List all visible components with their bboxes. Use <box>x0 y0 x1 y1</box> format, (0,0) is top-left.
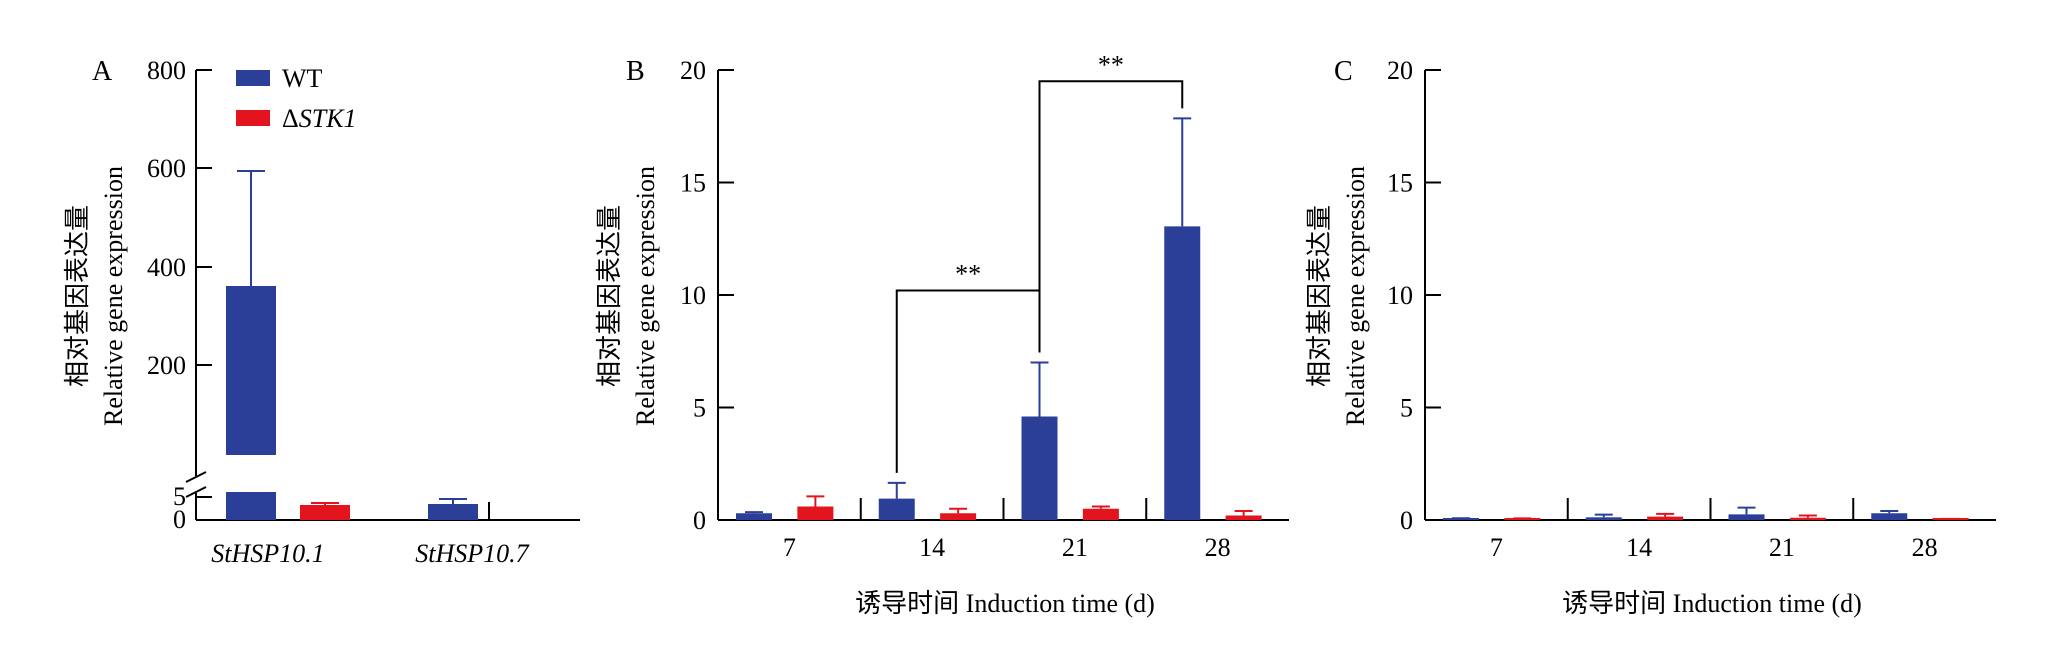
panel-a-y-tick-label: 800 <box>147 56 186 85</box>
legend: WT ΔSTK1 <box>236 64 357 133</box>
panel-c-bar-wt <box>1871 513 1908 520</box>
legend-swatch-stk1 <box>236 110 270 126</box>
panel-a-break-mark-1 <box>185 471 207 483</box>
panel-c-label: C <box>1334 56 1353 87</box>
legend-label-wt: WT <box>282 64 323 93</box>
panel-a-y-label-en: Relative gene expression <box>99 166 128 426</box>
panel-b-bar-wt <box>1021 416 1058 520</box>
panel-b-label: B <box>626 56 645 87</box>
panel-b-x-label: 诱导时间 Induction time (d) <box>855 589 1155 618</box>
panel-a-label: A <box>92 56 113 87</box>
panel-c-bar-wt <box>1728 514 1765 520</box>
legend-label-stk1: ΔSTK1 <box>282 104 357 133</box>
panel-c-y-tick-label: 10 <box>1387 281 1413 310</box>
panel-b-significance-label: ** <box>1098 50 1124 79</box>
panel-a-y-tick-label: 0 <box>173 505 186 534</box>
panel-a-y-tick-label: 5 <box>173 482 186 511</box>
panel-b-bar-stk1 <box>797 506 834 520</box>
panel-c: C 相对基因表达量 Relative gene expression 0 5 10 1… <box>1305 56 1996 618</box>
panel-b-y-tick-label: 5 <box>693 394 706 423</box>
panel-b-bar-stk1 <box>940 513 977 520</box>
panel-b-y-label-cn: 相对基因表达量 <box>595 205 624 387</box>
panel-a-y-tick-label: 600 <box>147 154 186 183</box>
panel-a-y-label-cn: 相对基因表达量 <box>63 205 92 387</box>
panel-b: B 相对基因表达量 Relative gene expression 0 5 10 1… <box>595 50 1289 618</box>
panel-c-x-tick-label: 14 <box>1626 533 1652 562</box>
panel-b-plot: 0 5 10 15 20 7 14 21 28 ** ** <box>680 50 1289 562</box>
panel-b-bar-wt <box>878 498 915 520</box>
panel-c-y-label-cn: 相对基因表达量 <box>1305 205 1334 387</box>
bar-wt-sthsp10-7 <box>428 504 478 520</box>
panel-a-break-mark-2 <box>185 486 207 498</box>
panel-b-bar-stk1 <box>1082 508 1119 520</box>
panel-b-bar-wt <box>1164 226 1201 520</box>
panel-b-x-tick-label: 21 <box>1062 533 1088 562</box>
panel-c-bar-stk1 <box>1647 516 1684 520</box>
panel-b-y-tick-label: 20 <box>680 56 706 85</box>
panel-c-x-tick-label: 21 <box>1769 533 1795 562</box>
panel-b-x-tick-label: 28 <box>1205 533 1231 562</box>
panel-c-x-tick-label: 28 <box>1912 533 1938 562</box>
panel-a-x-tick-label: StHSP10.7 <box>415 539 529 568</box>
panel-b-significance-bracket <box>1038 80 1184 353</box>
panel-c-y-label-en: Relative gene expression <box>1341 166 1370 426</box>
panel-c-y-tick-label: 15 <box>1387 169 1413 198</box>
panel-a: A 800 600 400 200 5 0 相对基因表达量 Relative g… <box>63 56 580 568</box>
panel-b-x-tick-label: 7 <box>783 533 796 562</box>
panel-a-y-tick-label: 400 <box>147 253 186 282</box>
bar-wt-sthsp10-1-upper <box>226 286 276 455</box>
panel-b-x-tick-label: 14 <box>919 533 945 562</box>
panel-b-significance-bracket <box>895 289 1041 473</box>
panel-c-x-label: 诱导时间 Induction time (d) <box>1562 589 1862 618</box>
legend-swatch-wt <box>236 70 270 86</box>
panel-c-bar-wt <box>1585 517 1622 520</box>
panel-a-y-tick-label: 200 <box>147 351 186 380</box>
panel-c-x-tick-label: 7 <box>1490 533 1503 562</box>
bar-stk1-sthsp10-1 <box>300 505 350 520</box>
panel-b-y-label-en: Relative gene expression <box>631 166 660 426</box>
panel-a-x-tick-label: StHSP10.1 <box>211 539 324 568</box>
panel-c-y-tick-label: 20 <box>1387 56 1413 85</box>
panel-b-bar-wt <box>736 513 772 520</box>
panel-b-y-tick-label: 0 <box>693 506 706 535</box>
panel-b-significance-label: ** <box>955 260 981 289</box>
panel-c-plot: 0 5 10 15 20 7 14 21 28 <box>1387 56 1996 562</box>
bar-wt-sthsp10-1-lower <box>226 492 276 520</box>
panel-b-y-tick-label: 10 <box>680 281 706 310</box>
panel-b-bar-stk1 <box>1225 515 1262 520</box>
panel-c-y-tick-label: 5 <box>1400 394 1413 423</box>
panel-c-bar-stk1 <box>1789 517 1826 520</box>
panel-b-y-tick-label: 15 <box>680 169 706 198</box>
panel-c-y-tick-label: 0 <box>1400 506 1413 535</box>
